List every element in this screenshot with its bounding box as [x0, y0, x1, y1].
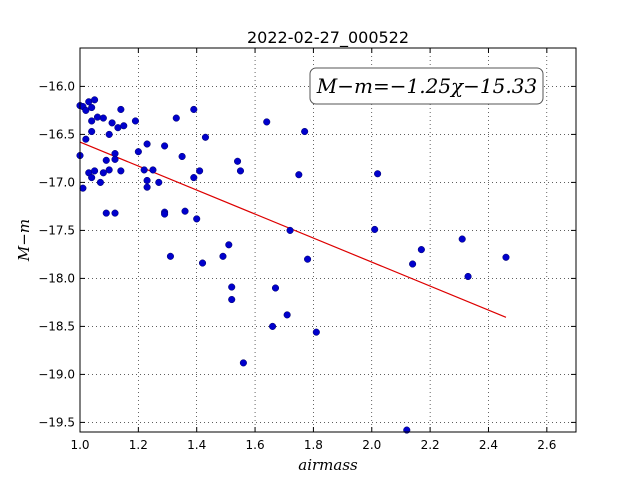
- data-point: [190, 105, 198, 113]
- x-tick-labels: 1.0 1.2 1.4 1.6 1.8 2.0 2.2 2.4 2.6: [70, 438, 556, 452]
- data-point: [149, 166, 157, 174]
- y-tick-label: −19.0: [38, 367, 75, 381]
- data-point: [166, 252, 174, 260]
- data-point: [371, 225, 379, 233]
- data-point: [178, 152, 186, 161]
- y-tick-label: −16.5: [38, 127, 75, 141]
- data-point: [196, 167, 204, 175]
- annotation-box: [309, 67, 544, 105]
- data-point: [96, 178, 104, 186]
- chart-title: 2022-02-27_000522: [247, 28, 409, 48]
- data-point: [143, 176, 151, 185]
- plot-area: [76, 47, 577, 434]
- data-point: [263, 118, 271, 126]
- data-point: [131, 117, 139, 125]
- data-point: [102, 209, 110, 217]
- data-point: [234, 157, 242, 165]
- data-point: [108, 119, 116, 127]
- data-point: [225, 241, 233, 249]
- data-point: [458, 235, 466, 243]
- data-point: [374, 170, 382, 178]
- x-tick-label: 1.6: [246, 438, 265, 452]
- data-point: [161, 210, 169, 218]
- data-point: [99, 169, 107, 177]
- data-point: [190, 174, 198, 182]
- x-tick-label: 2.0: [362, 438, 381, 452]
- data-point: [181, 207, 189, 215]
- x-tick-label: 1.8: [304, 438, 323, 452]
- y-tick-labels: −16.0 −16.5 −17.0 −17.5 −18.0 −18.5 −19.0 −19.5: [38, 79, 75, 429]
- plot-frame: [79, 47, 577, 433]
- data-point: [82, 135, 90, 143]
- data-point: [102, 156, 110, 164]
- data-point: [193, 215, 201, 223]
- data-point: [228, 283, 236, 291]
- data-point: [161, 142, 169, 150]
- data-point: [269, 322, 277, 330]
- data-point: [295, 171, 303, 179]
- data-point: [79, 184, 87, 192]
- data-point: [283, 311, 291, 319]
- data-point: [82, 106, 90, 114]
- data-point: [99, 114, 107, 122]
- equation-annotation: M−m=−1.25χ−15.33: [309, 67, 544, 105]
- data-point: [134, 148, 142, 156]
- data-point: [105, 166, 113, 174]
- y-tick-label: −18.0: [38, 271, 75, 285]
- data-point: [239, 359, 247, 367]
- data-point: [301, 127, 309, 136]
- tick-marks: [79, 48, 576, 432]
- grid: [79, 48, 576, 432]
- data-point: [91, 167, 99, 175]
- data-point: [155, 178, 163, 186]
- data-point: [286, 226, 294, 234]
- data-point: [304, 255, 312, 263]
- plot-background: [80, 48, 576, 432]
- data-point: [464, 272, 472, 281]
- data-point: [88, 103, 96, 112]
- x-tick-label: 2.4: [479, 438, 498, 452]
- data-point: [271, 284, 280, 292]
- x-tick-label: 2.6: [537, 438, 556, 452]
- data-point: [172, 114, 180, 122]
- data-point: [105, 130, 113, 138]
- data-point: [198, 259, 207, 267]
- y-tick-label: −17.0: [38, 175, 75, 189]
- data-point: [143, 183, 151, 191]
- data-point: [93, 113, 102, 121]
- x-tick-label: 2.2: [421, 438, 440, 452]
- data-point: [111, 209, 119, 217]
- x-tick-label: 1.4: [187, 438, 206, 452]
- data-point: [111, 155, 119, 163]
- data-points: [76, 96, 510, 434]
- x-tick-label: 1.0: [70, 438, 89, 452]
- data-point: [143, 140, 151, 148]
- y-tick-label: −19.5: [38, 415, 75, 429]
- data-point: [409, 260, 417, 268]
- data-point: [219, 252, 227, 260]
- data-point: [88, 174, 96, 182]
- data-point: [201, 133, 210, 141]
- x-tick-label: 1.2: [129, 438, 148, 452]
- y-axis-label: M−m: [15, 219, 33, 262]
- data-point: [312, 328, 320, 336]
- data-point: [120, 122, 128, 130]
- data-point: [502, 253, 510, 261]
- data-point: [88, 127, 96, 136]
- data-point: [140, 166, 148, 174]
- data-point: [236, 167, 245, 175]
- y-tick-label: −16.0: [38, 79, 75, 93]
- annotation-text: M−m=−1.25χ−15.33: [316, 74, 537, 98]
- x-axis-label: airmass: [298, 456, 358, 474]
- data-point: [117, 105, 125, 113]
- data-point: [117, 167, 125, 175]
- y-tick-label: −17.5: [38, 223, 75, 237]
- data-point: [228, 295, 236, 304]
- data-point: [417, 246, 425, 254]
- y-tick-label: −18.5: [38, 319, 75, 333]
- data-point: [91, 96, 99, 104]
- data-point: [88, 117, 96, 125]
